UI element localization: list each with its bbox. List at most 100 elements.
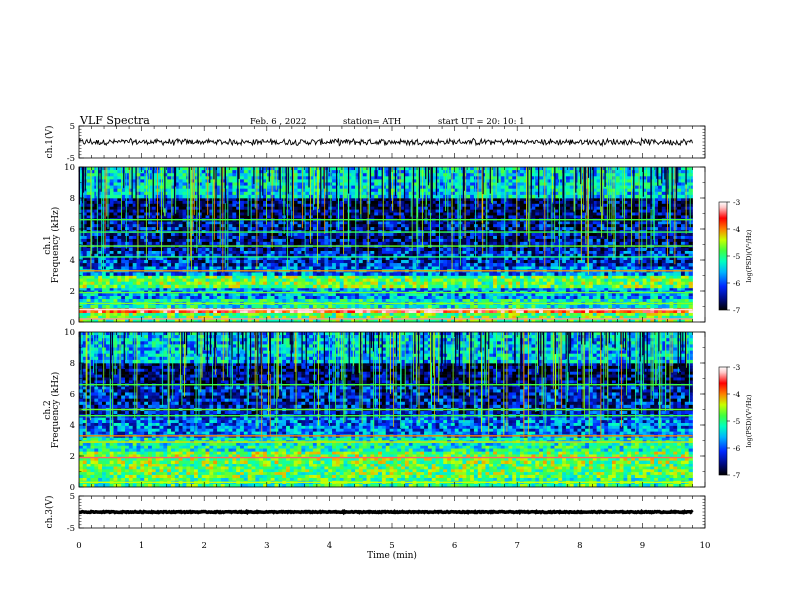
spectrogram-cell — [631, 315, 636, 320]
spectrogram-cell — [539, 293, 544, 297]
spectrogram-cell — [477, 221, 482, 225]
spectrogram-cell — [412, 284, 417, 289]
spectrogram-cell — [332, 233, 337, 237]
spectrogram-cell — [121, 238, 126, 243]
spectrogram-cell — [462, 272, 467, 276]
spectrogram-cell — [316, 235, 321, 240]
spectrogram-cell — [109, 233, 114, 237]
spectrogram-cell — [86, 266, 91, 270]
spectrogram-cell — [324, 224, 329, 228]
spectrogram-cell — [588, 281, 594, 286]
spectrogram-cell — [343, 227, 348, 231]
spectrogram-cell — [565, 298, 571, 303]
spectrogram-cell — [140, 284, 145, 289]
spectrogram-cell — [458, 278, 463, 282]
spectrogram-cell — [236, 238, 241, 243]
spectrogram-cell — [661, 278, 667, 282]
spectrogram-cell — [581, 227, 586, 231]
spectrogram-cell — [408, 318, 413, 323]
spectrogram-cell — [516, 221, 521, 225]
spectrogram-cell — [167, 266, 172, 270]
spectrogram-cell — [309, 253, 314, 258]
spectrogram-cell — [558, 272, 563, 276]
spectrogram-cell — [320, 233, 325, 237]
spectrogram-cell — [102, 253, 107, 258]
spectrogram-cell — [339, 304, 344, 309]
spectrogram-cell — [539, 227, 544, 231]
spectrogram-cell — [132, 235, 137, 240]
spectrogram-cell — [351, 275, 356, 279]
spectrogram-cell — [305, 312, 310, 317]
spectrogram-cell — [309, 233, 314, 237]
spectrogram-cell — [650, 256, 655, 261]
spectrogram-cell — [535, 266, 540, 270]
spectrogram-cell — [366, 315, 371, 320]
spectrogram-cell — [527, 310, 532, 313]
spectrogram-cell — [397, 284, 402, 289]
spectrogram-cell — [573, 304, 578, 309]
spectrogram-cell — [178, 296, 183, 300]
spectrogram-cell — [627, 298, 632, 303]
spectrogram-cell — [301, 304, 306, 309]
spectrogram-cell — [546, 260, 552, 264]
spectrogram-cell — [680, 298, 686, 303]
spectrogram-cell — [240, 224, 245, 228]
spectrogram-cell — [236, 253, 241, 258]
spectrogram-cell — [531, 275, 536, 279]
spectrogram-cell — [228, 256, 233, 261]
spectrogram-cell — [362, 221, 367, 225]
spectrogram-cell — [646, 221, 651, 225]
spectrogram-cell — [600, 310, 605, 313]
spectrogram-cell — [197, 293, 203, 297]
spectrogram-cell — [585, 310, 590, 313]
spectrogram-cell — [650, 278, 655, 282]
spectrogram-cell — [443, 224, 448, 228]
spectrogram-cell — [577, 256, 582, 261]
spectrogram-cell — [374, 293, 379, 297]
spectrogram-cell — [634, 235, 640, 240]
spectrogram-cell — [282, 318, 287, 323]
spectrogram-cell — [527, 296, 532, 300]
spectrogram-cell — [519, 233, 525, 237]
spectrogram-cell — [562, 235, 567, 240]
spectrogram-cell — [324, 235, 329, 240]
spectrogram-cell — [148, 310, 153, 313]
spectrogram-cell — [600, 272, 605, 276]
figure-station: station= ATH — [343, 117, 401, 127]
spectrogram-cell — [332, 235, 337, 240]
spectrogram-cell — [627, 312, 632, 317]
spectrogram-cell — [504, 304, 509, 309]
spectrogram-cell — [680, 256, 686, 261]
spectrogram-cell — [205, 287, 210, 291]
spectrogram-cell — [136, 238, 141, 243]
spectrogram-cell — [439, 221, 444, 225]
spectrogram-cell — [466, 263, 471, 267]
spectrogram-cell — [565, 253, 571, 258]
spectrogram-cell — [669, 266, 674, 270]
spectrogram-cell — [79, 318, 84, 323]
spectrogram-cell — [167, 250, 172, 255]
spectrogram-cell — [385, 235, 390, 240]
spectrogram-cell — [634, 296, 640, 300]
spectrogram-cell — [431, 272, 436, 276]
spectrogram-cell — [477, 263, 482, 267]
spectrogram-cell — [493, 256, 498, 261]
spectrogram-cell — [125, 278, 130, 282]
spectrogram-cell — [255, 266, 260, 270]
spectrogram-cell — [182, 256, 187, 261]
spectrogram-cell — [496, 256, 502, 261]
spectrogram-cell — [684, 281, 690, 286]
spectrogram-cell — [535, 304, 540, 309]
spectrogram-cell — [466, 227, 471, 231]
spectrogram-cell — [286, 238, 291, 243]
spectrogram-cell — [232, 224, 237, 228]
spectrogram-cell — [500, 284, 505, 289]
spectrogram-cell — [201, 253, 206, 258]
spectrogram-cell — [243, 263, 249, 267]
spectrogram-cell — [623, 263, 628, 267]
spectrogram-cell — [217, 278, 222, 282]
spectrogram-cell — [600, 275, 605, 279]
spectrogram-cell — [278, 224, 283, 228]
spectrogram-cell — [688, 227, 693, 231]
spectrogram-cell — [148, 275, 153, 279]
